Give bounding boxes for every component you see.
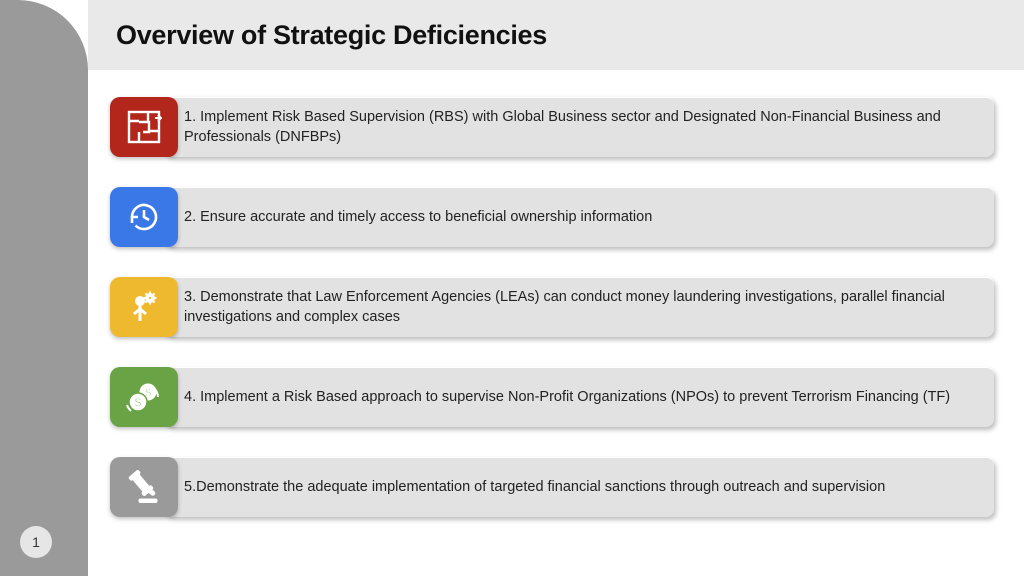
item-icon-box: $ $ <box>110 367 178 427</box>
list-item: 1. Implement Risk Based Supervision (RBS… <box>110 90 994 164</box>
person-gear-icon <box>126 289 162 325</box>
clock-history-icon <box>126 199 162 235</box>
list-item: 5.Demonstrate the adequate implementatio… <box>110 450 994 524</box>
list-item: 4. Implement a Risk Based approach to su… <box>110 360 994 434</box>
maze-icon <box>126 109 162 145</box>
side-accent-bar <box>0 0 88 576</box>
item-text-box: 5.Demonstrate the adequate implementatio… <box>165 457 994 517</box>
svg-text:$: $ <box>135 396 142 410</box>
item-text: 3. Demonstrate that Law Enforcement Agen… <box>184 288 976 327</box>
gavel-icon <box>125 469 163 505</box>
page-title: Overview of Strategic Deficiencies <box>116 20 547 51</box>
item-icon-box <box>110 97 178 157</box>
item-text: 5.Demonstrate the adequate implementatio… <box>184 478 885 498</box>
items-container: 1. Implement Risk Based Supervision (RBS… <box>110 90 994 556</box>
item-text-box: 1. Implement Risk Based Supervision (RBS… <box>165 97 994 157</box>
item-text-box: 2. Ensure accurate and timely access to … <box>165 187 994 247</box>
page-number: 1 <box>32 534 40 550</box>
item-text: 2. Ensure accurate and timely access to … <box>184 208 652 228</box>
item-icon-box <box>110 187 178 247</box>
list-item: 3. Demonstrate that Law Enforcement Agen… <box>110 270 994 344</box>
item-text-box: 3. Demonstrate that Law Enforcement Agen… <box>165 277 994 337</box>
coins-icon: $ $ <box>124 379 164 415</box>
title-bar: Overview of Strategic Deficiencies <box>88 0 1024 70</box>
item-text-box: 4. Implement a Risk Based approach to su… <box>165 367 994 427</box>
page-number-badge: 1 <box>20 526 52 558</box>
item-text: 4. Implement a Risk Based approach to su… <box>184 388 950 408</box>
list-item: 2. Ensure accurate and timely access to … <box>110 180 994 254</box>
item-icon-box <box>110 457 178 517</box>
slide: { "page_number": "1", "title": "Overview… <box>0 0 1024 576</box>
item-text: 1. Implement Risk Based Supervision (RBS… <box>184 108 976 147</box>
item-icon-box <box>110 277 178 337</box>
